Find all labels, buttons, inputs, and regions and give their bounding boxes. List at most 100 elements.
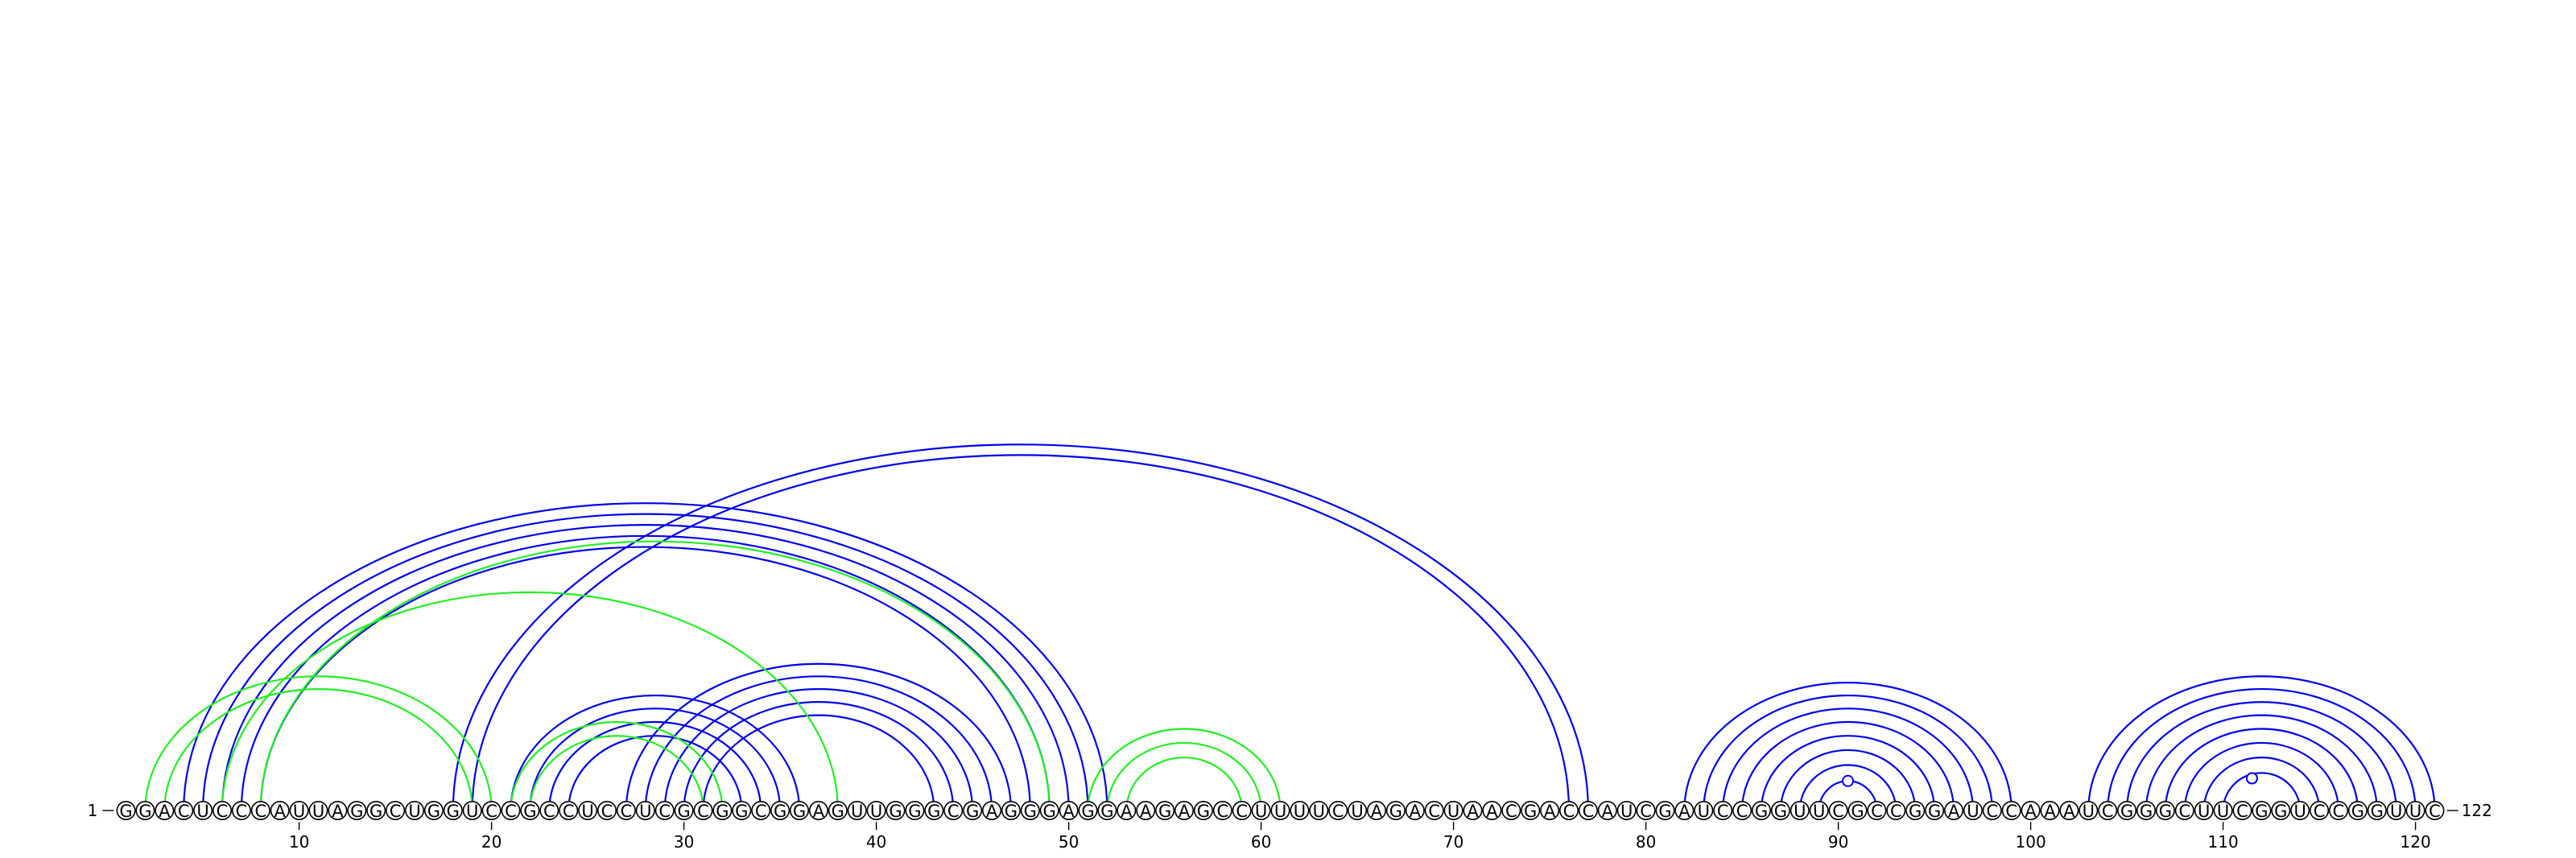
- nucleotide-circle: [1174, 800, 1195, 820]
- nucleotide-circle: [789, 800, 809, 820]
- nucleotide-circle: [1136, 800, 1156, 820]
- nucleotide-circle: [674, 800, 694, 820]
- nucleotide-letter: U: [2083, 802, 2095, 821]
- nucleotide-letter: A: [2044, 802, 2056, 821]
- nucleotide-circle: [443, 800, 463, 820]
- nucleotide-letter: U: [581, 802, 593, 821]
- nucleotide-letter: C: [601, 802, 613, 821]
- nucleotide-68: A: [1405, 800, 1425, 821]
- tick-label: 60: [1251, 832, 1271, 852]
- nucleotide-25: U: [578, 800, 598, 821]
- nucleotide-88: U: [1790, 800, 1810, 821]
- nucleotide-66: A: [1367, 800, 1387, 821]
- axis-tick-90: 90: [1828, 822, 1848, 852]
- nucleotide-letter: G: [447, 802, 460, 821]
- nucleotide-letter: C: [254, 802, 266, 821]
- nucleotide-91: G: [1847, 800, 1868, 821]
- nucleotide-letter: C: [697, 802, 709, 821]
- tick-label: 50: [1059, 832, 1079, 852]
- nucleotide-circle: [2001, 800, 2021, 820]
- nucleotide-circle: [963, 800, 983, 820]
- nucleotide-letter: G: [2371, 802, 2384, 821]
- nucleotide-letter: U: [2198, 802, 2210, 821]
- nucleotide-48: G: [1020, 800, 1040, 821]
- nucleotide-3: A: [155, 800, 175, 821]
- tick-label: 90: [1828, 832, 1848, 852]
- nucleotide-110: U: [2213, 800, 2233, 821]
- nucleotide-letter: C: [755, 802, 767, 821]
- nucleotide-letter: G: [1389, 802, 1402, 821]
- nucleotide-8: C: [250, 800, 270, 821]
- nucleotide-circle: [886, 800, 906, 820]
- nucleotide-62: U: [1290, 800, 1310, 821]
- nucleotide-circle: [2079, 800, 2099, 820]
- nucleotide-42: G: [905, 800, 925, 821]
- nucleotide-letter: C: [2102, 802, 2114, 821]
- nucleotide-circle: [1328, 800, 1348, 820]
- nucleotide-54: A: [1136, 800, 1156, 821]
- nucleotide-letter: A: [2025, 802, 2037, 821]
- nucleotide-circle: [1674, 800, 1695, 820]
- pair-arc-53-59: [1125, 756, 1243, 811]
- nucleotide-letter: C: [658, 802, 671, 821]
- pair-arc-22-31: [529, 735, 704, 811]
- nucleotide-letter: C: [1428, 802, 1440, 821]
- nucleotide-circle: [1925, 800, 1945, 820]
- nucleotide-letter: G: [1100, 802, 1113, 821]
- nucleotide-letter: G: [2159, 802, 2172, 821]
- nucleotide-circle: [193, 800, 213, 820]
- nucleotide-circle: [520, 800, 540, 820]
- nucleotide-letter: C: [1640, 802, 1652, 821]
- axis-tick-80: 80: [1636, 822, 1656, 852]
- nucleotide-106: G: [2136, 800, 2157, 821]
- nucleotide-34: C: [751, 800, 771, 821]
- nucleotide-circle: [1963, 800, 1983, 820]
- nucleotide-55: G: [1155, 800, 1175, 821]
- nucleotide-circle: [2271, 800, 2291, 820]
- pair-arc-84-97: [1722, 707, 1974, 811]
- nucleotide-letter: U: [1294, 802, 1306, 821]
- nucleotide-circle: [1578, 800, 1598, 820]
- pair-arc-24-33: [568, 735, 743, 811]
- nucleotide-circle: [2194, 800, 2214, 820]
- nucleotide-36: G: [789, 800, 809, 821]
- pair-arc-27-47: [625, 662, 1012, 811]
- nucleotide-circle: [1982, 800, 2002, 820]
- nucleotide-109: U: [2194, 800, 2214, 821]
- nucleotide-letter: G: [2255, 802, 2268, 821]
- pair-arc-109-115: [2202, 756, 2321, 811]
- nucleotide-letter: G: [735, 802, 748, 821]
- pair-arc-21-36: [510, 695, 801, 811]
- nucleotide-circle: [1540, 800, 1560, 820]
- nucleotide-letter: A: [1544, 802, 1556, 821]
- nucleotide-letter: G: [427, 802, 440, 821]
- pair-arc-87-94: [1779, 749, 1917, 811]
- nucleotide-letter: C: [1236, 802, 1248, 821]
- nucleotide-letter: U: [1967, 802, 1979, 821]
- nucleotide-23: C: [539, 800, 559, 821]
- nucleotide-circle: [386, 800, 406, 820]
- nucleotide-circle: [1270, 800, 1290, 820]
- nucleotide-letter: G: [716, 802, 729, 821]
- nucleotide-97: U: [1963, 800, 1983, 821]
- nucleotide-circle: [1097, 800, 1117, 820]
- nucleotide-70: U: [1443, 800, 1463, 821]
- nucleotide-circle: [2425, 800, 2445, 820]
- nucleotide-letter: C: [2314, 802, 2326, 821]
- nucleotide-letter: U: [196, 802, 208, 821]
- nucleotide-letter: A: [1486, 802, 1498, 821]
- nucleotide-120: U: [2405, 800, 2425, 821]
- nucleotide-circle: [1251, 800, 1271, 820]
- nucleotide-circle: [1348, 800, 1368, 820]
- nucleotide-circle: [366, 800, 386, 820]
- nucleotide-118: G: [2367, 800, 2387, 821]
- nucleotide-82: A: [1674, 800, 1695, 821]
- nucleotide-108: C: [2174, 800, 2194, 821]
- nucleotide-letter: A: [1948, 802, 1960, 821]
- nucleotide-circle: [2155, 800, 2175, 820]
- nucleotide-116: C: [2329, 800, 2349, 821]
- nucleotide-26: C: [597, 800, 617, 821]
- nucleotide-letter: G: [677, 802, 690, 821]
- nucleotide-86: G: [1752, 800, 1772, 821]
- nucleotide-letter: A: [813, 802, 825, 821]
